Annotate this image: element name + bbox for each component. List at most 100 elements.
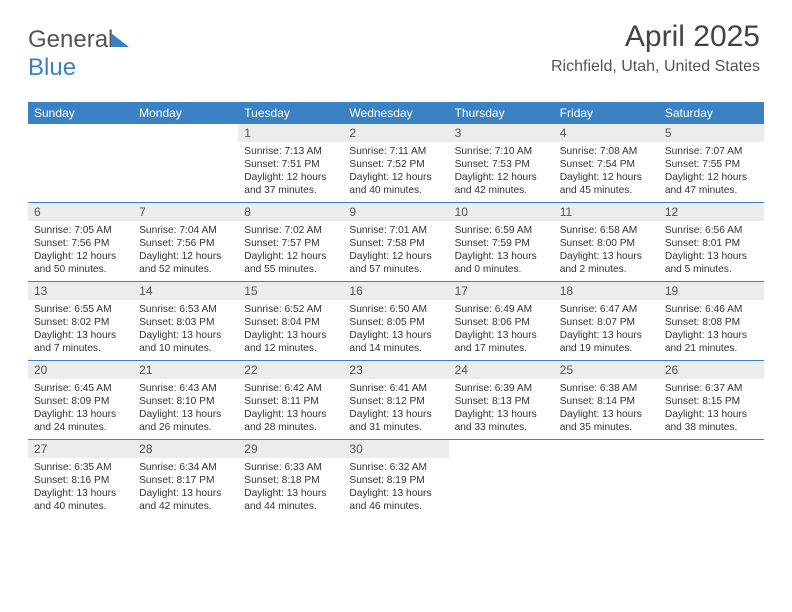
day-number: 7 [133, 203, 238, 221]
day-number: 11 [554, 203, 659, 221]
calendar-week: 27Sunrise: 6:35 AMSunset: 8:16 PMDayligh… [28, 439, 764, 518]
calendar-cell: 2Sunrise: 7:11 AMSunset: 7:52 PMDaylight… [343, 124, 448, 202]
day-number: 30 [343, 440, 448, 458]
day-details: Sunrise: 6:59 AMSunset: 7:59 PMDaylight:… [449, 221, 554, 280]
day-number: 1 [238, 124, 343, 142]
logo-text-a: General [28, 26, 113, 53]
calendar: SundayMondayTuesdayWednesdayThursdayFrid… [28, 102, 764, 518]
calendar-cell: 10Sunrise: 6:59 AMSunset: 7:59 PMDayligh… [449, 203, 554, 281]
day-number: 19 [659, 282, 764, 300]
day-details: Sunrise: 7:13 AMSunset: 7:51 PMDaylight:… [238, 142, 343, 201]
calendar-cell: 20Sunrise: 6:45 AMSunset: 8:09 PMDayligh… [28, 361, 133, 439]
weekday-label: Monday [133, 102, 238, 124]
day-details: Sunrise: 6:46 AMSunset: 8:08 PMDaylight:… [659, 300, 764, 359]
calendar-cell: 29Sunrise: 6:33 AMSunset: 8:18 PMDayligh… [238, 440, 343, 518]
weekday-label: Saturday [659, 102, 764, 124]
day-number: 9 [343, 203, 448, 221]
calendar-cell: . [659, 440, 764, 518]
calendar-cell: 13Sunrise: 6:55 AMSunset: 8:02 PMDayligh… [28, 282, 133, 360]
day-number: 4 [554, 124, 659, 142]
day-number: 20 [28, 361, 133, 379]
calendar-week: 20Sunrise: 6:45 AMSunset: 8:09 PMDayligh… [28, 360, 764, 439]
day-details: Sunrise: 6:38 AMSunset: 8:14 PMDaylight:… [554, 379, 659, 438]
day-details: Sunrise: 7:01 AMSunset: 7:58 PMDaylight:… [343, 221, 448, 280]
day-number: 24 [449, 361, 554, 379]
weekday-label: Tuesday [238, 102, 343, 124]
calendar-cell: 15Sunrise: 6:52 AMSunset: 8:04 PMDayligh… [238, 282, 343, 360]
calendar-cell: 9Sunrise: 7:01 AMSunset: 7:58 PMDaylight… [343, 203, 448, 281]
page-header: April 2025 Richfield, Utah, United State… [551, 20, 760, 76]
day-number: 14 [133, 282, 238, 300]
calendar-cell: 12Sunrise: 6:56 AMSunset: 8:01 PMDayligh… [659, 203, 764, 281]
day-number: 6 [28, 203, 133, 221]
day-number: 10 [449, 203, 554, 221]
calendar-week: ..1Sunrise: 7:13 AMSunset: 7:51 PMDaylig… [28, 124, 764, 202]
day-number: 2 [343, 124, 448, 142]
day-details: Sunrise: 6:53 AMSunset: 8:03 PMDaylight:… [133, 300, 238, 359]
day-details: Sunrise: 6:42 AMSunset: 8:11 PMDaylight:… [238, 379, 343, 438]
day-details: Sunrise: 7:11 AMSunset: 7:52 PMDaylight:… [343, 142, 448, 201]
day-details: Sunrise: 6:47 AMSunset: 8:07 PMDaylight:… [554, 300, 659, 359]
calendar-cell: 11Sunrise: 6:58 AMSunset: 8:00 PMDayligh… [554, 203, 659, 281]
calendar-cell: 1Sunrise: 7:13 AMSunset: 7:51 PMDaylight… [238, 124, 343, 202]
day-number: 5 [659, 124, 764, 142]
calendar-cell: 5Sunrise: 7:07 AMSunset: 7:55 PMDaylight… [659, 124, 764, 202]
day-details: Sunrise: 7:02 AMSunset: 7:57 PMDaylight:… [238, 221, 343, 280]
day-number: 16 [343, 282, 448, 300]
calendar-cell: 6Sunrise: 7:05 AMSunset: 7:56 PMDaylight… [28, 203, 133, 281]
calendar-cell: 25Sunrise: 6:38 AMSunset: 8:14 PMDayligh… [554, 361, 659, 439]
day-details: Sunrise: 6:35 AMSunset: 8:16 PMDaylight:… [28, 458, 133, 517]
calendar-cell: . [554, 440, 659, 518]
day-details: Sunrise: 6:52 AMSunset: 8:04 PMDaylight:… [238, 300, 343, 359]
weekday-label: Friday [554, 102, 659, 124]
day-number: 25 [554, 361, 659, 379]
day-details: Sunrise: 7:08 AMSunset: 7:54 PMDaylight:… [554, 142, 659, 201]
calendar-cell: 8Sunrise: 7:02 AMSunset: 7:57 PMDaylight… [238, 203, 343, 281]
calendar-cell: 16Sunrise: 6:50 AMSunset: 8:05 PMDayligh… [343, 282, 448, 360]
day-details: Sunrise: 7:04 AMSunset: 7:56 PMDaylight:… [133, 221, 238, 280]
day-number: 12 [659, 203, 764, 221]
calendar-cell: 24Sunrise: 6:39 AMSunset: 8:13 PMDayligh… [449, 361, 554, 439]
logo-triangle-icon [111, 33, 129, 47]
weekday-label: Sunday [28, 102, 133, 124]
calendar-cell: 18Sunrise: 6:47 AMSunset: 8:07 PMDayligh… [554, 282, 659, 360]
calendar-cell: . [449, 440, 554, 518]
day-details: Sunrise: 6:45 AMSunset: 8:09 PMDaylight:… [28, 379, 133, 438]
day-details: Sunrise: 6:39 AMSunset: 8:13 PMDaylight:… [449, 379, 554, 438]
day-number: 29 [238, 440, 343, 458]
day-details: Sunrise: 6:56 AMSunset: 8:01 PMDaylight:… [659, 221, 764, 280]
day-number: 8 [238, 203, 343, 221]
calendar-week: 6Sunrise: 7:05 AMSunset: 7:56 PMDaylight… [28, 202, 764, 281]
day-number: 22 [238, 361, 343, 379]
day-details: Sunrise: 6:33 AMSunset: 8:18 PMDaylight:… [238, 458, 343, 517]
day-details: Sunrise: 6:49 AMSunset: 8:06 PMDaylight:… [449, 300, 554, 359]
calendar-cell: 30Sunrise: 6:32 AMSunset: 8:19 PMDayligh… [343, 440, 448, 518]
day-details: Sunrise: 6:34 AMSunset: 8:17 PMDaylight:… [133, 458, 238, 517]
day-number: 15 [238, 282, 343, 300]
day-details: Sunrise: 7:07 AMSunset: 7:55 PMDaylight:… [659, 142, 764, 201]
weekday-header: SundayMondayTuesdayWednesdayThursdayFrid… [28, 102, 764, 124]
calendar-cell: 27Sunrise: 6:35 AMSunset: 8:16 PMDayligh… [28, 440, 133, 518]
day-number: 3 [449, 124, 554, 142]
calendar-cell: 23Sunrise: 6:41 AMSunset: 8:12 PMDayligh… [343, 361, 448, 439]
day-number: 13 [28, 282, 133, 300]
calendar-cell: 3Sunrise: 7:10 AMSunset: 7:53 PMDaylight… [449, 124, 554, 202]
calendar-cell: 21Sunrise: 6:43 AMSunset: 8:10 PMDayligh… [133, 361, 238, 439]
calendar-cell: . [28, 124, 133, 202]
calendar-cell: 28Sunrise: 6:34 AMSunset: 8:17 PMDayligh… [133, 440, 238, 518]
day-details: Sunrise: 7:05 AMSunset: 7:56 PMDaylight:… [28, 221, 133, 280]
day-number: 28 [133, 440, 238, 458]
calendar-cell: 17Sunrise: 6:49 AMSunset: 8:06 PMDayligh… [449, 282, 554, 360]
day-details: Sunrise: 7:10 AMSunset: 7:53 PMDaylight:… [449, 142, 554, 201]
calendar-cell: 14Sunrise: 6:53 AMSunset: 8:03 PMDayligh… [133, 282, 238, 360]
calendar-cell: 26Sunrise: 6:37 AMSunset: 8:15 PMDayligh… [659, 361, 764, 439]
day-number: 26 [659, 361, 764, 379]
page-location: Richfield, Utah, United States [551, 58, 760, 76]
weekday-label: Thursday [449, 102, 554, 124]
day-number: 17 [449, 282, 554, 300]
calendar-cell: 7Sunrise: 7:04 AMSunset: 7:56 PMDaylight… [133, 203, 238, 281]
page-title: April 2025 [551, 20, 760, 54]
weekday-label: Wednesday [343, 102, 448, 124]
calendar-cell: 19Sunrise: 6:46 AMSunset: 8:08 PMDayligh… [659, 282, 764, 360]
day-details: Sunrise: 6:43 AMSunset: 8:10 PMDaylight:… [133, 379, 238, 438]
